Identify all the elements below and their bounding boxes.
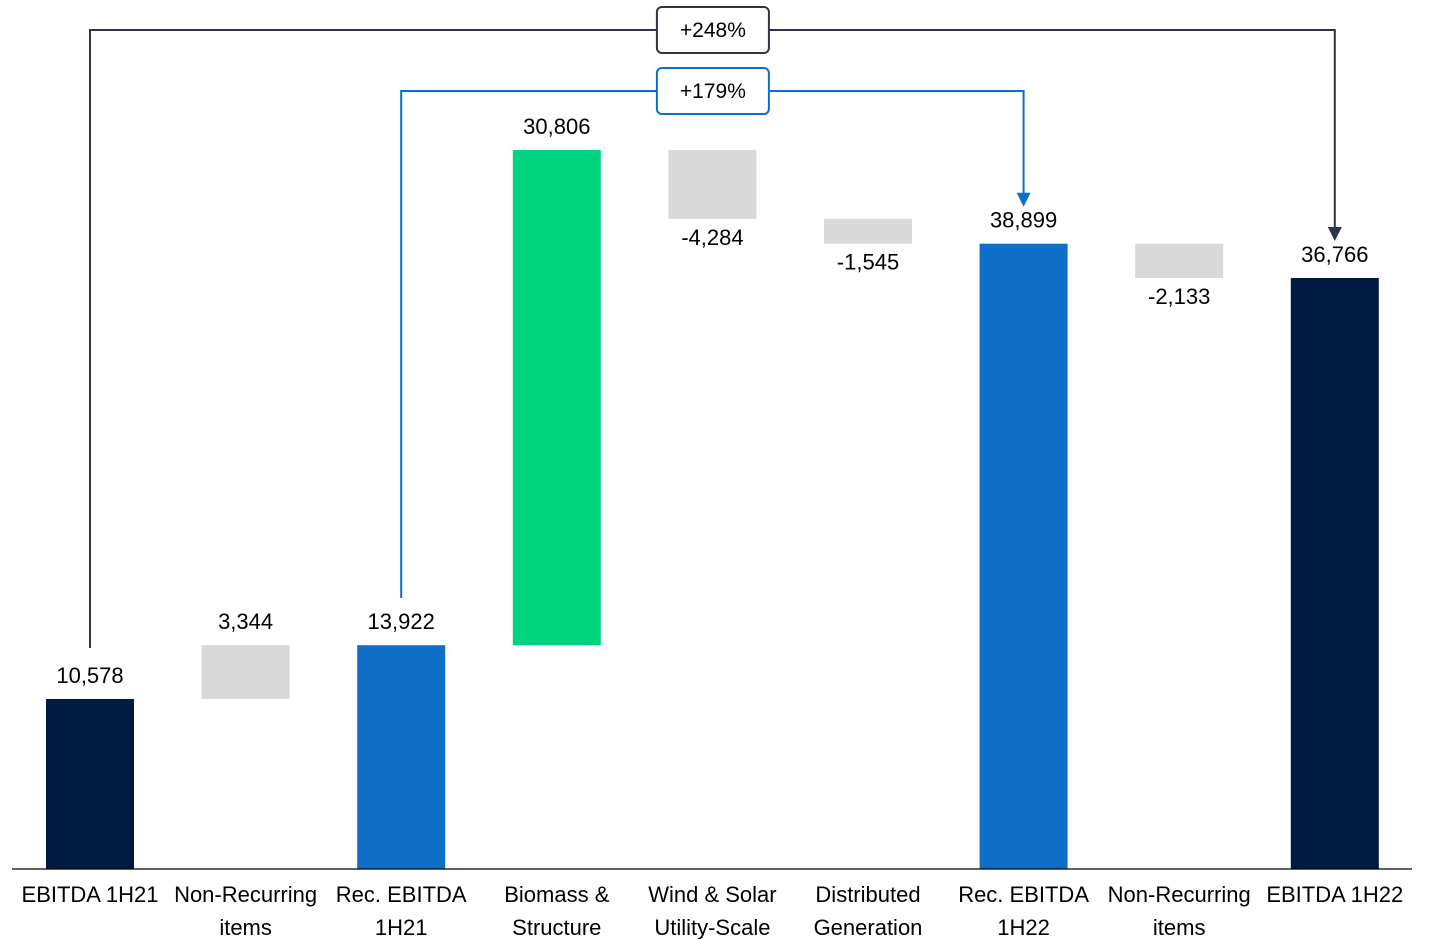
- value-label: 10,578: [56, 663, 123, 688]
- category-labels: EBITDA 1H21 Non-Recurring items Rec. EBITDA…: [22, 882, 1404, 939]
- value-label: 3,344: [218, 609, 273, 634]
- category-label: Rec. EBITDA 1H21: [336, 882, 467, 939]
- bar: [824, 218, 912, 244]
- bar: [1135, 243, 1224, 278]
- value-label: 36,766: [1301, 242, 1368, 267]
- value-label: -2,133: [1148, 284, 1210, 309]
- value-label: -4,284: [681, 225, 743, 250]
- growth-annotations: +248% +179%: [89, 6, 1342, 648]
- value-labels: 10,578 3,344 13,922 30,806 -4,284 -1,545 38,89…: [56, 114, 1368, 688]
- category-label: Wind & Solar Utility-Scale: [648, 882, 776, 939]
- category-label: Biomass & Structure: [504, 882, 609, 939]
- bar: [668, 150, 757, 219]
- category-label: Non-Recurring items: [174, 882, 317, 939]
- bar: [201, 645, 290, 699]
- category-label: EBITDA 1H22: [1266, 882, 1403, 907]
- value-label: 38,899: [990, 208, 1057, 233]
- arrowhead: [1327, 226, 1342, 241]
- category-label: EBITDA 1H21: [22, 882, 159, 907]
- growth-badge: [655, 6, 770, 54]
- value-label: 30,806: [523, 114, 590, 139]
- category-label: Rec. EBITDA 1H22: [958, 882, 1089, 939]
- chart-bars: [46, 150, 1379, 870]
- growth-connector: [89, 29, 1336, 648]
- value-label: 13,922: [368, 609, 435, 634]
- growth-connector: [400, 90, 1025, 598]
- arrowhead: [1016, 192, 1031, 207]
- bar: [979, 243, 1068, 870]
- bar: [46, 698, 134, 869]
- category-label: Distributed Generation: [814, 882, 923, 939]
- category-label: Non-Recurring items: [1108, 882, 1251, 939]
- value-label: -1,545: [837, 250, 899, 275]
- bar: [357, 645, 446, 869]
- bar: [1290, 277, 1379, 870]
- bar: [512, 150, 601, 646]
- growth-badge: [655, 67, 770, 115]
- growth-label: +248%: [680, 19, 746, 42]
- growth-label: +179%: [680, 80, 746, 103]
